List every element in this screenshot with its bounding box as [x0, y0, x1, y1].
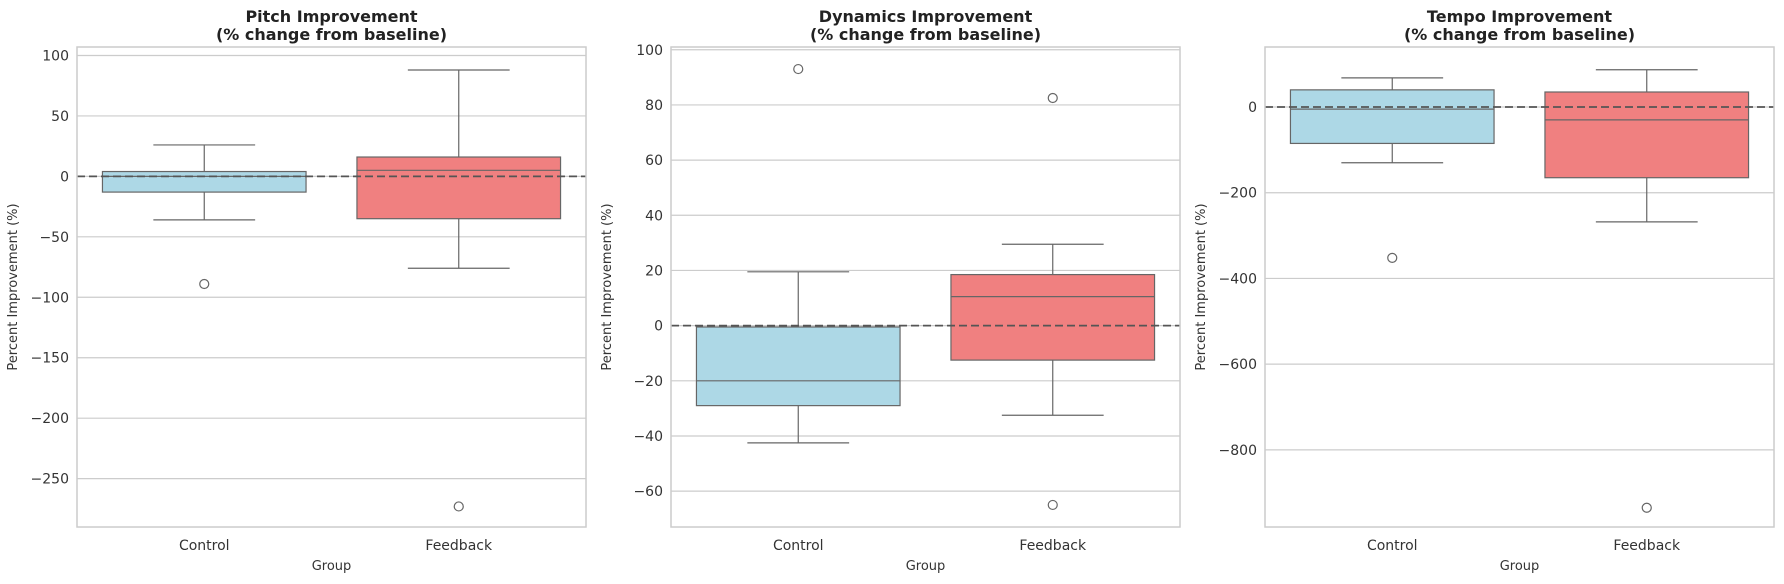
- y-tick-label: 0: [654, 319, 663, 335]
- x-tick-label: Feedback: [1019, 538, 1087, 554]
- y-tick-label: 0: [1248, 100, 1257, 116]
- box-control: [1289, 77, 1495, 263]
- y-tick-label: 50: [51, 109, 69, 125]
- y-tick-label: −800: [1219, 443, 1257, 459]
- axes-frame: [1264, 46, 1775, 528]
- box-feedback: [356, 69, 562, 512]
- y-tick-label: 40: [645, 208, 663, 224]
- outlier-point: [453, 501, 464, 512]
- chart-title: Pitch Improvement: [245, 7, 417, 26]
- y-tick-label: 0: [60, 169, 69, 185]
- box-control: [101, 144, 307, 290]
- y-tick-label: −400: [1219, 271, 1257, 287]
- outlier-point: [199, 278, 210, 290]
- chart-panel-2: 100 80 60 40 20 0 −20 −40 −60 Control Feedback Grou…: [600, 7, 1181, 574]
- outlier-point: [1641, 502, 1652, 513]
- iqr-box: [695, 326, 901, 407]
- x-tick-label: Control: [773, 538, 824, 554]
- x-tick-label: Control: [1367, 538, 1418, 554]
- outlier-point: [1047, 92, 1058, 104]
- x-tick-label: Feedback: [425, 538, 493, 554]
- y-tick-label: −60: [633, 484, 663, 500]
- iqr-box: [1289, 89, 1495, 145]
- x-axis-label: Group: [906, 559, 946, 574]
- outlier-point: [1387, 252, 1398, 263]
- x-tick-label: Feedback: [1613, 538, 1681, 554]
- y-tick-label: −150: [31, 351, 69, 367]
- iqr-box: [356, 156, 562, 220]
- x-tick-label: Control: [179, 538, 230, 554]
- y-tick-label: −40: [633, 429, 663, 445]
- y-tick-label: 80: [645, 98, 663, 114]
- chart-title: Tempo Improvement: [1427, 7, 1612, 26]
- y-tick-label: −200: [1219, 186, 1257, 202]
- y-axis-label: Percent Improvement (%): [1194, 203, 1209, 370]
- y-tick-label: −20: [633, 374, 663, 390]
- y-tick-label: 20: [645, 263, 663, 279]
- chart-panel-1: 100 50 0 −50 −100 −150 −200 −250 Control Feedback…: [6, 7, 587, 574]
- y-tick-label: 100: [42, 48, 69, 64]
- y-tick-label: −250: [31, 472, 69, 488]
- chart-title: Dynamics Improvement: [819, 7, 1033, 26]
- iqr-box: [950, 273, 1156, 361]
- iqr-box: [1544, 91, 1750, 179]
- y-tick-label: −100: [31, 290, 69, 306]
- y-tick-label: −200: [31, 411, 69, 427]
- iqr-box: [101, 170, 307, 193]
- box-control: [695, 63, 901, 444]
- y-tick-label: −50: [39, 230, 69, 246]
- chart-panel-3: 0 −200 −400 −600 −800 Control Feedback Group Per…: [1194, 7, 1775, 574]
- box-feedback: [1544, 69, 1750, 513]
- y-tick-label: 60: [645, 153, 663, 169]
- axes-frame: [670, 46, 1181, 528]
- y-axis-label: Percent Improvement (%): [6, 203, 21, 370]
- y-axis-label: Percent Improvement (%): [600, 203, 615, 370]
- x-axis-label: Group: [312, 559, 352, 574]
- chart-title: (% change from baseline): [1404, 25, 1635, 44]
- x-axis-label: Group: [1500, 559, 1540, 574]
- outlier-point: [793, 63, 804, 75]
- axes-frame: [76, 46, 587, 528]
- chart-title: (% change from baseline): [810, 25, 1041, 44]
- y-tick-label: −600: [1219, 357, 1257, 373]
- y-tick-label: 100: [636, 43, 663, 59]
- outlier-point: [1047, 499, 1058, 511]
- chart-title: (% change from baseline): [216, 25, 447, 44]
- box-feedback: [950, 92, 1156, 511]
